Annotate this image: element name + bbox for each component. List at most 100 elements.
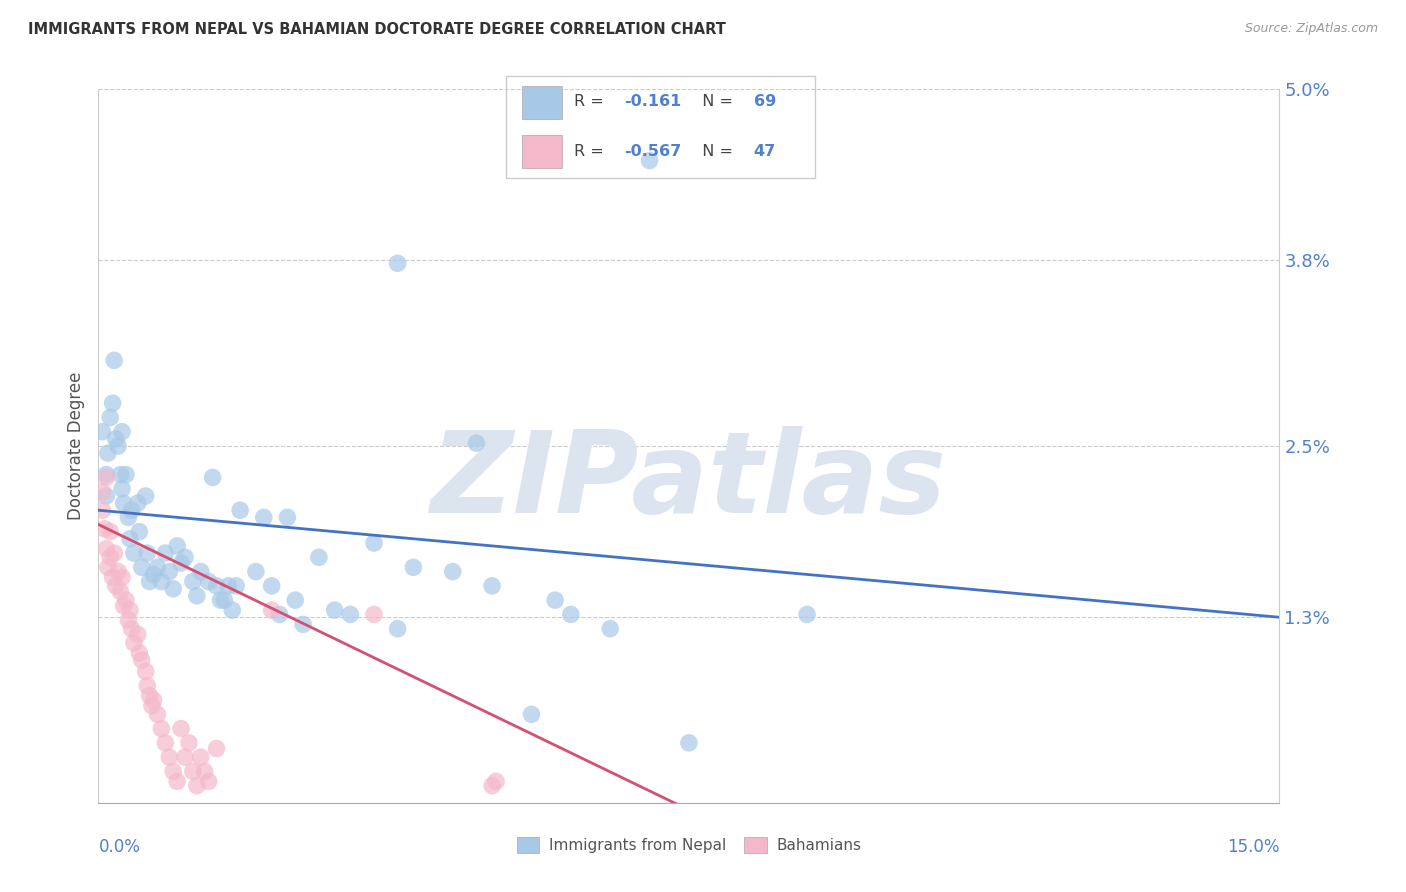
Point [115,467,138,482]
Point [276,510,298,524]
Point [229,503,252,517]
Point [96,467,118,482]
Point [520,707,543,722]
Point [150,722,173,736]
Point [117,510,139,524]
Point [93,522,115,536]
Point [135,489,157,503]
Point [103,546,125,560]
Point [481,579,503,593]
Point [142,567,165,582]
Point [205,741,228,756]
Point [103,353,125,368]
Bar [522,87,562,119]
Point [138,689,160,703]
Text: 0.0%: 0.0% [98,838,141,856]
Point [150,574,173,589]
Point [245,565,267,579]
Point [402,560,425,574]
Text: 69: 69 [754,95,776,110]
Point [122,636,145,650]
Point [599,622,621,636]
Point [186,779,208,793]
Point [131,560,153,574]
Text: N =: N = [692,95,738,110]
Point [112,599,135,613]
Point [96,541,118,556]
Point [121,622,143,636]
Point [122,546,145,560]
Point [190,750,212,764]
Point [111,482,134,496]
Point [117,613,139,627]
Point [170,556,193,570]
Point [481,779,503,793]
Point [194,764,217,779]
Point [544,593,567,607]
Point [98,410,121,425]
Point [308,550,330,565]
Point [97,560,120,574]
Point [91,425,114,439]
Point [205,579,228,593]
Point [190,565,212,579]
Point [155,546,177,560]
Point [181,574,204,589]
Point [560,607,582,622]
Point [115,593,138,607]
Point [166,774,188,789]
Point [96,489,118,503]
Point [91,484,114,499]
Point [96,470,118,484]
Point [107,439,129,453]
Point [157,750,180,764]
Point [91,503,114,517]
Point [269,607,291,622]
Text: 15.0%: 15.0% [1227,838,1279,856]
Point [214,593,236,607]
Legend: Immigrants from Nepal, Bahamians: Immigrants from Nepal, Bahamians [510,831,868,859]
Text: R =: R = [574,95,609,110]
Point [441,565,464,579]
Point [323,603,346,617]
Text: -0.567: -0.567 [624,144,681,159]
Point [181,764,204,779]
Point [217,579,239,593]
Point [157,565,180,579]
Point [146,560,169,574]
Point [135,665,157,679]
Point [339,607,361,622]
Y-axis label: Doctorate Degree: Doctorate Degree [66,372,84,520]
Text: -0.161: -0.161 [624,95,681,110]
Point [110,584,132,599]
Point [162,582,184,596]
Point [97,446,120,460]
Point [104,432,127,446]
Point [678,736,700,750]
Bar [522,136,562,168]
Text: N =: N = [692,144,738,159]
Text: 47: 47 [754,144,776,159]
Point [142,693,165,707]
Point [141,698,163,713]
Point [387,256,409,270]
Point [638,153,661,168]
Point [136,679,159,693]
Point [225,579,247,593]
Point [127,496,149,510]
Point [118,532,141,546]
Point [485,774,508,789]
Point [111,570,134,584]
Point [201,470,224,484]
Point [387,622,409,636]
Point [170,722,193,736]
Text: R =: R = [574,144,609,159]
Point [104,579,127,593]
Text: Source: ZipAtlas.com: Source: ZipAtlas.com [1244,22,1378,36]
Point [110,467,132,482]
Point [107,565,129,579]
Point [174,750,197,764]
Point [121,503,143,517]
Point [166,539,188,553]
Point [363,607,385,622]
